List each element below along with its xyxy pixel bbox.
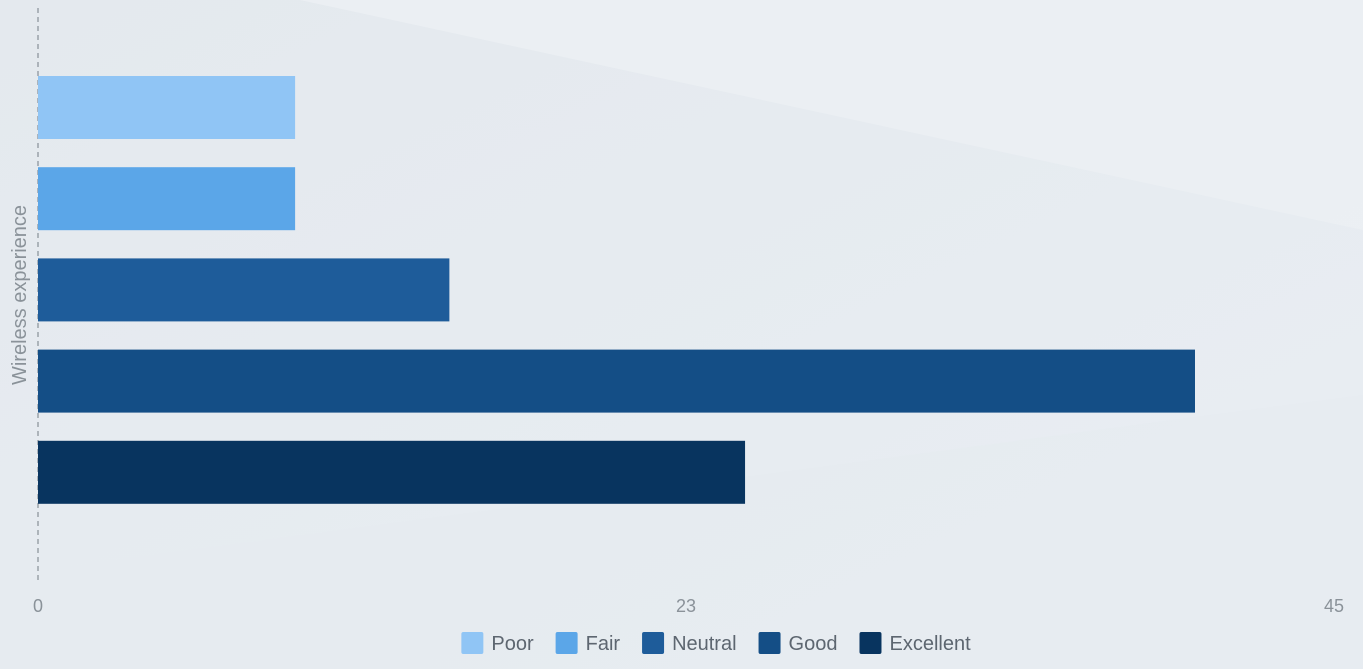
x-axis-ticks: 0 23 45 [33, 596, 1344, 616]
legend-label: Excellent [889, 633, 971, 655]
x-tick-label: 45 [1324, 596, 1344, 616]
bar-excellent[interactable] [38, 440, 746, 504]
legend-item-neutral[interactable]: Neutral [642, 632, 737, 655]
legend-item-poor[interactable]: Poor [461, 632, 534, 655]
legend-item-good[interactable]: Good [758, 632, 838, 655]
legend-label: Neutral [672, 633, 736, 655]
legend-swatch [642, 632, 665, 654]
legend-swatch [461, 632, 484, 654]
bar-good[interactable] [38, 349, 1195, 413]
background-shade-top [300, 0, 1363, 230]
legend-swatch [758, 632, 781, 654]
bars [38, 76, 1195, 504]
y-axis-title: Wireless experience [9, 205, 31, 385]
legend-label: Good [789, 633, 838, 655]
legend-swatch [555, 632, 578, 654]
x-tick-label: 0 [33, 596, 43, 616]
background-shade-bottom [0, 395, 1363, 669]
bar-neutral[interactable] [38, 258, 450, 322]
legend-label: Poor [491, 633, 534, 655]
x-tick-label: 23 [676, 596, 696, 616]
bar-poor[interactable] [38, 76, 296, 139]
legend-swatch [859, 632, 882, 654]
bar-fair[interactable] [38, 167, 296, 231]
legend-label: Fair [586, 633, 621, 655]
legend-item-fair[interactable]: Fair [555, 632, 621, 655]
legend: Poor Fair Neutral Good Excellent [461, 632, 971, 655]
legend-item-excellent[interactable]: Excellent [859, 632, 971, 655]
